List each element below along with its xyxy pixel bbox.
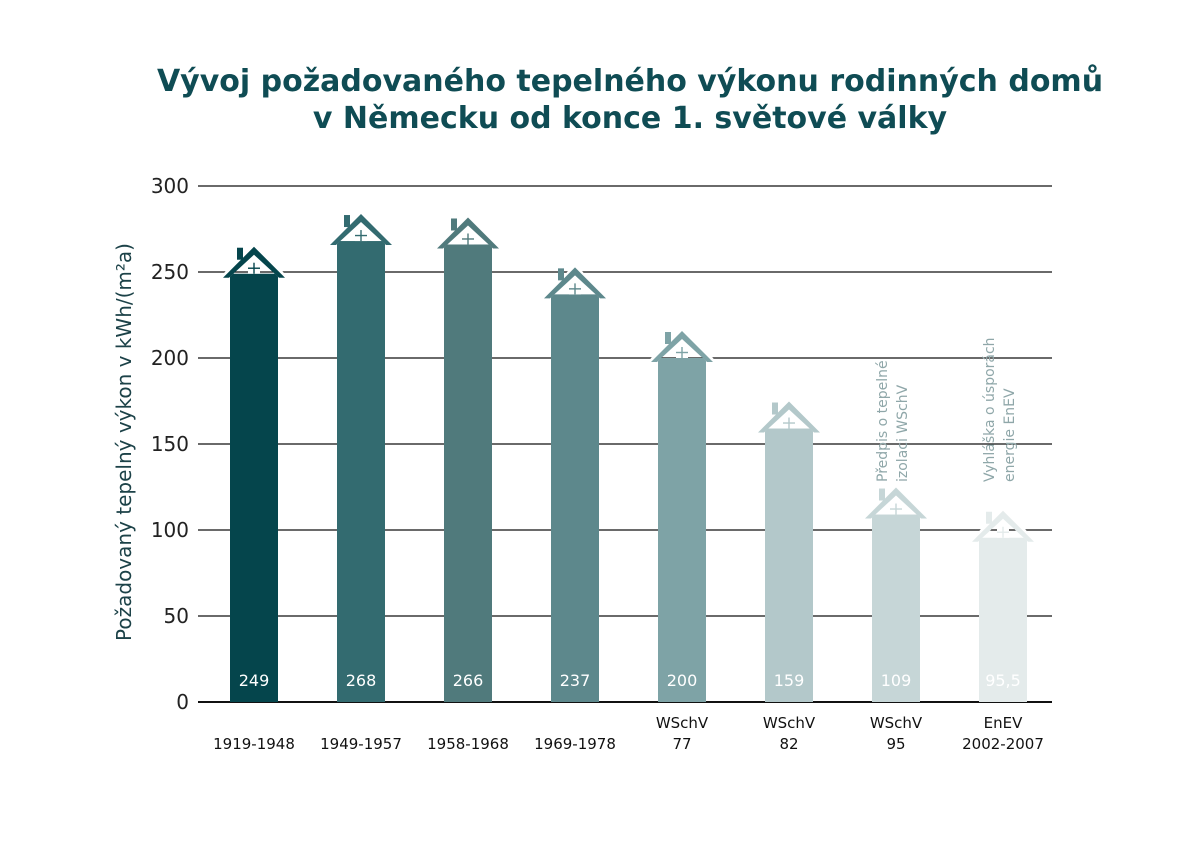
roof xyxy=(437,217,499,249)
bar xyxy=(658,358,706,702)
chimney xyxy=(772,402,778,415)
roof xyxy=(865,487,927,519)
x-tick-label: WSchV xyxy=(763,714,816,732)
annotation-line: Vyhláška o úsporách xyxy=(982,337,998,482)
roof xyxy=(758,401,820,433)
x-tick-label: 82 xyxy=(779,735,798,753)
bar-value-label: 266 xyxy=(453,671,484,690)
y-tick-label: 50 xyxy=(164,604,189,628)
bar-value-label: 109 xyxy=(881,671,912,690)
chart-title: Vývoj požadovaného tepelného výkonu rodi… xyxy=(0,63,1200,137)
chimney xyxy=(879,488,885,501)
x-tick-label: 1949-1957 xyxy=(320,735,402,753)
annotation-line: Předpis o tepelné xyxy=(875,360,891,482)
bar-house xyxy=(648,328,716,702)
x-tick-label: 2002-2007 xyxy=(962,735,1044,753)
y-axis-label: Požadovaný tepelný výkon v kWh/(m²a) xyxy=(112,243,136,641)
x-tick-label: 1958-1968 xyxy=(427,735,509,753)
y-tick-label: 150 xyxy=(151,432,189,456)
bar-value-label: 249 xyxy=(239,671,270,690)
x-tick-label: 1919-1948 xyxy=(213,735,295,753)
x-tick-label: EnEV xyxy=(984,714,1023,732)
bar-value-label: 268 xyxy=(346,671,377,690)
bar-house xyxy=(862,484,930,702)
bar-house xyxy=(434,214,502,703)
chart-title-line-2: v Německu od konce 1. světové války xyxy=(312,101,948,136)
annotation-line: izolaci WSchV xyxy=(895,384,911,482)
chimney xyxy=(986,511,992,524)
annotation: Vyhláška o úsporách energie EnEV xyxy=(982,337,1018,482)
x-tick-label: 95 xyxy=(886,735,905,753)
bar-house xyxy=(755,398,823,702)
chimney xyxy=(451,218,457,231)
bar xyxy=(765,428,813,702)
grid-lines xyxy=(198,185,1052,703)
bar-value-label: 159 xyxy=(774,671,805,690)
bar-house xyxy=(541,264,609,702)
bar-value-label: 200 xyxy=(667,671,698,690)
bar-value-label: 95,5 xyxy=(985,671,1021,690)
roof xyxy=(972,510,1034,542)
roof xyxy=(651,331,713,362)
roof xyxy=(223,246,285,278)
chimney xyxy=(558,268,564,281)
annotation: Předpis o tepelné izolaci WSchV xyxy=(875,360,911,482)
bar xyxy=(230,273,278,702)
roof xyxy=(330,214,392,246)
y-tick-label: 250 xyxy=(151,260,189,284)
x-tick-label: WSchV xyxy=(656,714,709,732)
chimney xyxy=(344,215,350,228)
y-tick-label: 100 xyxy=(151,518,189,542)
chimney xyxy=(237,247,243,260)
y-tick-label: 300 xyxy=(151,174,189,198)
bar-house xyxy=(969,507,1037,702)
chart-title-line-1: Vývoj požadovaného tepelného výkonu rodi… xyxy=(156,64,1104,99)
bar-house xyxy=(220,243,288,702)
labels: 0 50 100 150 200 250 300 249 1919-1948 268 1949-19… xyxy=(151,174,1044,753)
bar xyxy=(872,514,920,702)
y-tick-label: 200 xyxy=(151,346,189,370)
bar xyxy=(979,537,1027,702)
bars xyxy=(220,211,1037,703)
y-tick-label: 0 xyxy=(176,690,189,714)
bar xyxy=(444,244,492,703)
bar-house xyxy=(327,211,395,703)
bar-value-label: 237 xyxy=(560,671,591,690)
bar xyxy=(551,294,599,702)
x-tick-label: 1969-1978 xyxy=(534,735,616,753)
chimney xyxy=(665,332,671,344)
x-tick-label: 77 xyxy=(672,735,691,753)
bar xyxy=(337,241,385,703)
x-tick-label: WSchV xyxy=(870,714,923,732)
annotation-line: energie EnEV xyxy=(1002,388,1018,482)
roof xyxy=(544,267,606,299)
